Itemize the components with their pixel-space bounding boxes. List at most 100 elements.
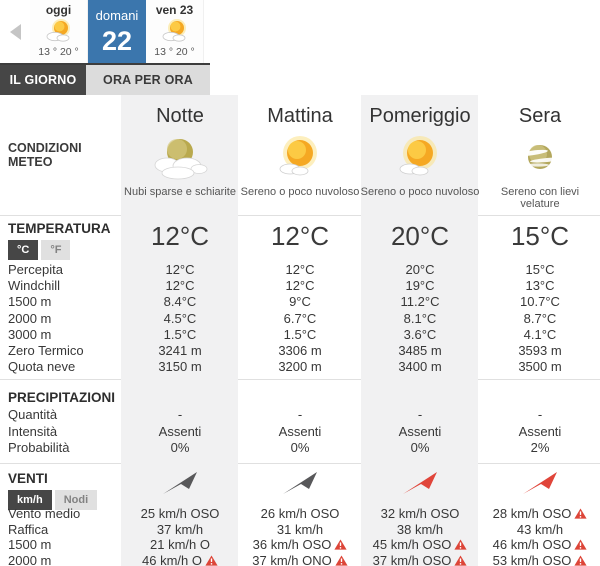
main-temperature: 15°C — [510, 221, 570, 251]
row-label: 1500 m — [8, 537, 52, 553]
precip-value: 0% — [290, 439, 310, 455]
precip-value: 0% — [410, 439, 430, 455]
main-temperature: 12°C — [150, 221, 210, 251]
temp-unit-toggle: °C °F — [8, 240, 120, 260]
temp-value: 10.7°C — [520, 294, 560, 310]
temp-value: 3593 m — [518, 342, 562, 358]
day-tab-temps: 13 ° 20 ° — [38, 46, 79, 58]
day-tab-temps: 13 ° 20 ° — [154, 46, 195, 58]
wind-value: 46 km/h OSO — [480, 537, 600, 554]
temp-value: 3241 m — [158, 342, 202, 358]
column-title: Notte — [156, 105, 204, 127]
precipitation-label: PRECIPITAZIONI — [8, 390, 116, 406]
wind-unit-toggle: km/h Nodi — [8, 489, 120, 510]
day-tab-label: ven 23 — [155, 3, 194, 17]
row-label: Percepita — [8, 262, 63, 277]
table-row-vento-medio: Vento medio 25 km/h OSO 26 km/h OSO 32 k… — [0, 506, 600, 522]
warning-triangle-icon — [454, 538, 467, 554]
temp-value: 3306 m — [278, 342, 322, 358]
conditions-label: CONDIZIONI METEO — [8, 141, 82, 169]
wind-direction-arrow-icon — [401, 470, 439, 496]
forecast-table: CONDIZIONI METEO Notte N — [0, 95, 600, 566]
wind-value: 32 km/h OSO — [380, 505, 460, 521]
row-label: 2000 m — [8, 310, 52, 326]
warning-triangle-icon — [574, 538, 587, 554]
sun-cloud-icon — [43, 18, 75, 45]
precip-value: 0% — [170, 439, 190, 455]
table-row-intensita: Intensità Assenti Assenti Assenti Assent… — [0, 424, 600, 440]
table-row-quota-neve: Quota neve 3150 m 3200 m 3400 m 3500 m — [0, 359, 600, 375]
precip-value: - — [417, 407, 423, 423]
row-label: 3000 m — [8, 326, 52, 342]
warning-triangle-icon — [205, 554, 218, 566]
column-header-pomeriggio: Pomeriggio Sereno o poco nuvoloso — [360, 95, 480, 215]
temp-value: 4.5°C — [163, 310, 197, 326]
temp-value: 9°C — [289, 294, 311, 310]
wind-value: 46 km/h O — [120, 553, 240, 566]
day-tab-label: domani — [95, 8, 139, 23]
prev-day-button[interactable] — [0, 0, 30, 63]
weather-description: Nubi sparse e schiarite — [124, 186, 236, 198]
day-tab-oggi[interactable]: oggi 13 ° 20 ° — [30, 0, 88, 63]
column-header-sera: Sera Sereno con lievi velature — [480, 95, 600, 215]
column-title: Pomeriggio — [369, 105, 471, 127]
row-label: Quota neve — [8, 359, 76, 375]
knots-toggle-button[interactable]: Nodi — [54, 489, 98, 510]
wind-value: 21 km/h O — [150, 537, 210, 553]
precipitation-section: PRECIPITAZIONI Quantità - - - - Intensit… — [0, 379, 600, 463]
row-label: Zero Termico — [8, 342, 84, 358]
celsius-toggle-button[interactable]: °C — [8, 240, 39, 260]
day-tab-domani-selected[interactable]: domani 22 — [88, 0, 146, 63]
main-temperature: 12°C — [270, 221, 330, 251]
temp-value: 3485 m — [398, 342, 442, 358]
day-tab-ven-23[interactable]: ven 23 13 ° 20 ° — [146, 0, 204, 63]
temp-value: 12°C — [165, 262, 195, 277]
precip-value: Assenti — [158, 423, 202, 439]
column-title: Mattina — [267, 105, 333, 127]
precip-value: - — [537, 407, 543, 423]
warning-triangle-icon — [574, 507, 587, 523]
row-label: Vento medio — [8, 505, 81, 521]
precip-value: 2% — [530, 439, 550, 455]
moon-veil-icon — [510, 128, 570, 186]
wind-value: 37 km/h — [156, 521, 204, 537]
temp-value: 3400 m — [398, 359, 442, 375]
fahrenheit-toggle-button[interactable]: °F — [41, 240, 71, 260]
day-tabs-bar: oggi 13 ° 20 ° domani 22 ven 23 — [0, 0, 600, 63]
tab-il-giorno[interactable]: IL GIORNO — [0, 65, 86, 95]
table-row-windchill: Windchill 12°C 12°C 19°C 13°C — [0, 278, 600, 294]
temp-value: 11.2°C — [400, 294, 440, 310]
table-row-3000m: 3000 m 1.5°C 1.5°C 3.6°C 4.1°C — [0, 327, 600, 343]
view-tabs-bar: IL GIORNO ORA PER ORA — [0, 63, 210, 95]
column-title: Sera — [518, 105, 562, 127]
table-row-2000m: 2000 m 4.5°C 6.7°C 8.1°C 8.7°C — [0, 311, 600, 327]
precip-value: - — [177, 407, 183, 423]
temp-value: 20°C — [405, 262, 435, 277]
temp-value: 3500 m — [518, 359, 562, 375]
chevron-left-icon — [9, 23, 21, 40]
temperature-section-header: TEMPERATURA °C °F — [0, 216, 120, 262]
wind-section: VENTI km/h Nodi — [0, 462, 600, 566]
row-label: 1500 m — [8, 294, 52, 310]
row-label: Windchill — [8, 278, 61, 294]
temp-value: 1.5°C — [163, 326, 197, 342]
weather-description: Sereno o poco nuvoloso — [360, 186, 480, 198]
tab-ora-per-ora[interactable]: ORA PER ORA — [86, 65, 210, 95]
main-temperature: 20°C — [390, 221, 450, 251]
temp-value: 12°C — [165, 278, 195, 294]
wind-value: 43 km/h — [516, 521, 564, 537]
sun-cloud-icon — [159, 18, 191, 45]
column-header-mattina: Mattina Sereno o poco nuvoloso — [240, 95, 360, 215]
wind-value: 38 km/h — [396, 521, 444, 537]
temp-value: 8.7°C — [523, 310, 557, 326]
wind-direction-arrow-icon — [521, 470, 559, 496]
temp-value: 15°C — [525, 262, 555, 277]
table-row-zero-termico: Zero Termico 3241 m 3306 m 3485 m 3593 m — [0, 343, 600, 359]
temperature-label: TEMPERATURA — [8, 221, 111, 236]
day-number: 22 — [101, 26, 133, 56]
kmh-toggle-button[interactable]: km/h — [8, 489, 52, 510]
temp-value: 19°C — [405, 278, 435, 294]
temp-value: 4.1°C — [523, 326, 557, 342]
temp-value: 3.6°C — [403, 326, 437, 342]
day-tab-label: oggi — [45, 3, 72, 17]
